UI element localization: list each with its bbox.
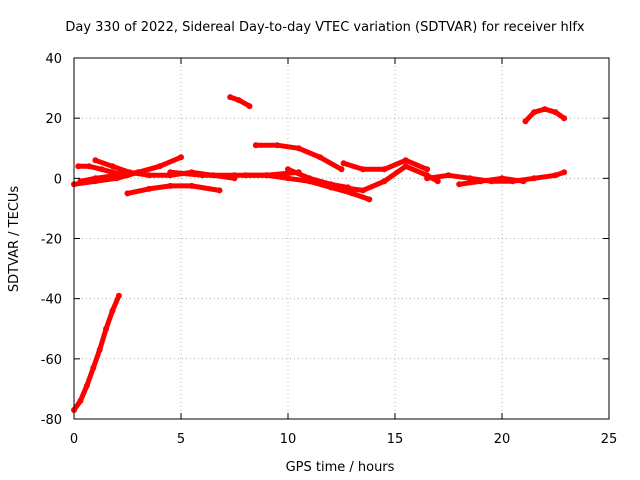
data-point (115, 292, 122, 299)
data-point (178, 154, 184, 161)
data-point (499, 175, 505, 182)
data-point (96, 346, 103, 353)
data-point (285, 175, 291, 182)
data-point (531, 109, 538, 116)
y-tick-label: 0 (54, 172, 62, 187)
y-tick-label: -40 (41, 293, 62, 308)
data-point (456, 181, 463, 188)
plot-area (71, 94, 568, 413)
data-point (86, 163, 92, 170)
data-point (167, 182, 174, 189)
x-axis-label: GPS time / hours (286, 460, 395, 475)
x-tick-label: 25 (601, 432, 618, 447)
data-point (274, 142, 281, 149)
data-point (263, 172, 270, 179)
data-point (317, 154, 324, 161)
data-point (216, 187, 223, 194)
grid (74, 58, 609, 419)
y-tick-label: -60 (41, 353, 62, 368)
y-tick-label: 40 (45, 52, 62, 67)
data-point (381, 166, 388, 173)
y-tick-label: -80 (41, 413, 62, 428)
data-point (145, 172, 152, 179)
data-point (366, 196, 373, 203)
y-axis-label: SDTVAR / TECUs (7, 186, 22, 293)
y-tick-label: -20 (41, 233, 62, 248)
data-point (77, 397, 84, 404)
x-tick-label: 20 (494, 432, 511, 447)
data-point (445, 172, 452, 179)
data-point (75, 163, 82, 170)
data-point (424, 166, 431, 173)
chart-title: Day 330 of 2022, Sidereal Day-to-day VTE… (65, 20, 585, 35)
data-point (327, 184, 334, 191)
data-point (520, 178, 527, 185)
data-point (124, 190, 131, 197)
data-point (295, 145, 302, 152)
data-point (285, 166, 291, 173)
x-tick-label: 0 (70, 432, 78, 447)
data-point (83, 382, 90, 389)
data-point (98, 166, 105, 173)
data-point (92, 178, 99, 185)
data-point (402, 157, 409, 164)
data-point (199, 172, 206, 179)
x-tick-label: 15 (387, 432, 404, 447)
data-point (167, 169, 174, 176)
data-point (252, 142, 259, 149)
data-point (466, 175, 473, 182)
y-tick-label: 20 (45, 112, 62, 127)
data-point (231, 172, 238, 179)
data-point (349, 190, 356, 197)
data-point (109, 169, 116, 176)
data-point (522, 118, 529, 125)
data-point (306, 178, 313, 185)
data-point (338, 184, 345, 191)
data-point (552, 172, 559, 179)
data-point (561, 115, 568, 122)
data-point (359, 187, 366, 194)
data-point (235, 97, 242, 104)
data-point (381, 178, 388, 185)
data-point (109, 163, 116, 170)
data-point (434, 178, 441, 185)
series-arc-c (71, 169, 141, 187)
data-point (156, 163, 163, 170)
data-point (402, 163, 409, 170)
x-tick-label: 10 (280, 432, 297, 447)
data-point (145, 185, 152, 192)
data-point (90, 364, 97, 371)
data-point (109, 307, 116, 314)
data-point (552, 109, 559, 116)
x-tick-label: 5 (177, 432, 185, 447)
axis-ticks: 0 5 10 15 20 25 -80 -60 -40 -20 0 20 40 (41, 52, 618, 447)
data-point (340, 160, 347, 167)
data-point (561, 169, 568, 176)
data-point (531, 175, 538, 182)
series-arc-e (125, 183, 222, 196)
data-point (541, 106, 548, 113)
series-arc-n (456, 175, 526, 187)
data-point (103, 325, 110, 332)
data-point (338, 166, 345, 173)
data-point (246, 103, 253, 110)
data-point (188, 182, 195, 189)
data-point (359, 166, 366, 173)
data-point (227, 94, 234, 101)
data-point (477, 178, 484, 185)
data-point (92, 157, 99, 164)
data-point (113, 175, 120, 182)
data-point (126, 169, 133, 176)
data-point (424, 175, 431, 182)
data-point (242, 172, 249, 179)
